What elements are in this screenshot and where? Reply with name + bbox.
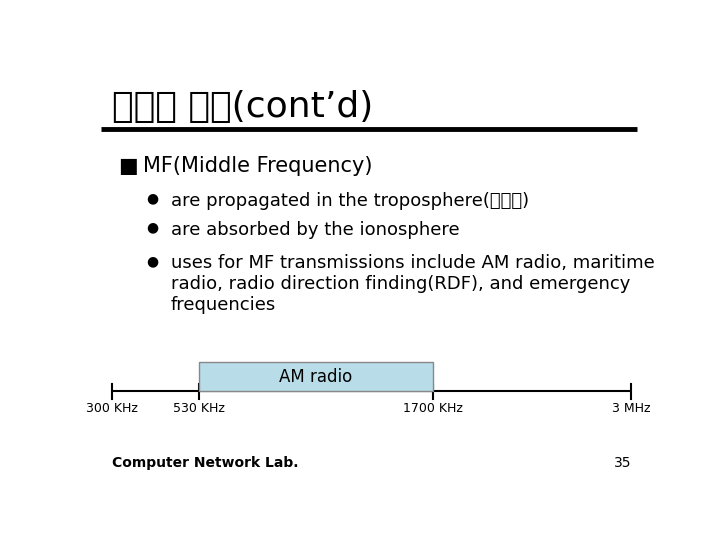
Text: are absorbed by the ionosphere: are absorbed by the ionosphere (171, 221, 459, 239)
Bar (199, 362, 433, 391)
Text: 300 KHz: 300 KHz (86, 402, 138, 415)
Text: ●: ● (145, 254, 158, 268)
Text: ■: ■ (118, 156, 138, 176)
Text: 35: 35 (613, 456, 631, 470)
Text: ●: ● (145, 192, 158, 206)
Text: 3 MHz: 3 MHz (612, 402, 650, 415)
Text: 530 KHz: 530 KHz (173, 402, 225, 415)
Text: Computer Network Lab.: Computer Network Lab. (112, 456, 299, 470)
Text: MF(Middle Frequency): MF(Middle Frequency) (143, 156, 372, 176)
Text: uses for MF transmissions include AM radio, maritime
radio, radio direction find: uses for MF transmissions include AM rad… (171, 254, 654, 314)
Text: AM radio: AM radio (279, 368, 353, 386)
Text: 비유도 매체(cont’d): 비유도 매체(cont’d) (112, 90, 374, 124)
Text: ●: ● (145, 221, 158, 235)
Text: are propagated in the troposphere(대류권): are propagated in the troposphere(대류권) (171, 192, 529, 210)
Text: 1700 KHz: 1700 KHz (403, 402, 463, 415)
